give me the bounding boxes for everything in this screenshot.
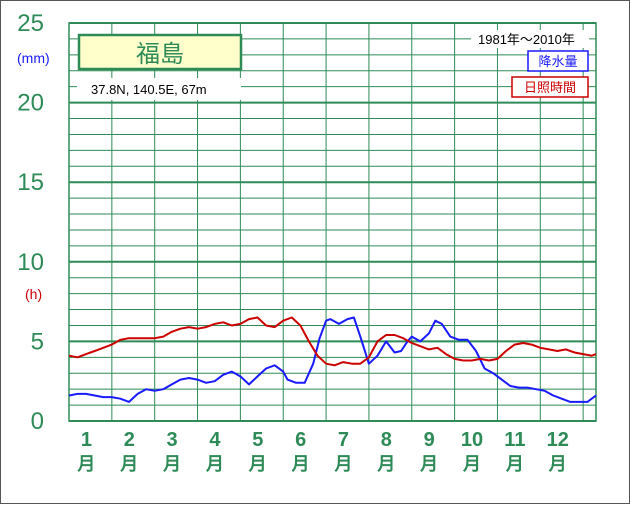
y-tick-label: 20: [17, 90, 44, 117]
x-tick-unit: 月: [376, 454, 395, 475]
x-tick-unit: 月: [291, 454, 310, 475]
legend-sunshine-box: [511, 76, 589, 98]
x-tick-label: 5: [252, 429, 263, 451]
x-tick-unit: 月: [548, 454, 567, 475]
y-tick-label: 25: [17, 10, 44, 37]
y-tick-label: 0: [31, 408, 44, 435]
legend-precip-box: [527, 50, 589, 72]
y-tick-label: 5: [31, 328, 44, 355]
y-tick-label: 15: [17, 169, 44, 196]
x-tick-unit: 月: [462, 454, 481, 475]
location-label: 37.8N, 140.5E, 67m: [91, 82, 207, 97]
x-tick-label: 6: [295, 429, 306, 451]
x-tick-label: 7: [338, 429, 349, 451]
title-box: [77, 33, 243, 71]
grid: [68, 22, 597, 422]
period-box: [471, 30, 589, 48]
x-tick-unit: 月: [248, 454, 267, 475]
sunshine-line: [68, 316, 597, 367]
x-tick-labels: 1 月 2 月 3 月 4 月 5 月 6 月 7 月 8 月 9 月 10 月 11 月 12 月: [76, 429, 568, 475]
sunshine-unit-label: (h): [25, 286, 42, 302]
x-tick-label: 2: [124, 429, 135, 451]
precip-unit-label: (mm): [17, 50, 50, 66]
x-tick-unit: 月: [162, 454, 181, 475]
location-box: [77, 78, 241, 100]
x-tick-label: 4: [209, 429, 221, 451]
legend-sunshine-label: 日照時間: [524, 81, 576, 96]
y-tick-label: 10: [17, 249, 44, 276]
x-tick-label: 3: [167, 429, 178, 451]
x-tick-unit: 月: [76, 454, 95, 475]
x-tick-label: 10: [461, 429, 483, 451]
x-tick-unit: 月: [205, 454, 224, 475]
x-tick-label: 12: [547, 429, 569, 451]
precip-line: [68, 316, 597, 403]
x-tick-unit: 月: [333, 454, 352, 475]
x-tick-label: 1: [81, 429, 92, 451]
legend: 降水量 日照時間: [511, 50, 589, 98]
chart-title: 福島: [136, 40, 184, 68]
x-tick-label: 9: [424, 429, 435, 451]
x-tick-unit: 月: [119, 454, 138, 475]
period-label: 1981年〜2010年: [478, 32, 575, 47]
x-tick-label: 11: [504, 429, 525, 451]
y-tick-labels: 0 5 10 15 20 25: [17, 10, 44, 435]
legend-precip-label: 降水量: [538, 55, 577, 70]
x-tick-unit: 月: [505, 454, 524, 475]
x-tick-unit: 月: [419, 454, 438, 475]
x-tick-label: 8: [381, 429, 392, 451]
